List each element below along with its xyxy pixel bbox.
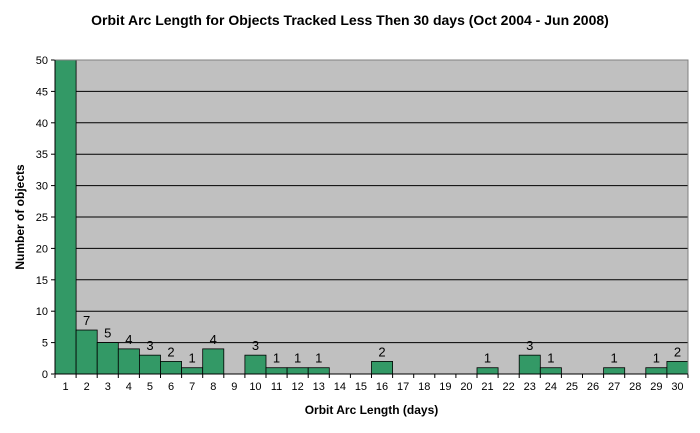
- x-tick-label: 7: [189, 381, 195, 393]
- y-tick-label: 5: [42, 338, 48, 350]
- x-tick-label: 10: [249, 381, 261, 393]
- x-tick-label: 6: [168, 381, 174, 393]
- bar-23: [518, 354, 541, 375]
- x-tick-label: 15: [355, 381, 367, 393]
- x-tick-label: 21: [481, 381, 493, 393]
- data-label-30: 2: [674, 344, 681, 359]
- x-tick-label: 1: [62, 381, 68, 393]
- data-label-11: 1: [273, 351, 280, 366]
- data-label-24: 1: [547, 351, 554, 366]
- data-labels: 75 4 3 2 14 31 1 1 2 131 1 1 2: [83, 313, 681, 366]
- x-tick-label: 26: [587, 381, 599, 393]
- x-tick-label: 20: [460, 381, 472, 393]
- bar-1: [54, 59, 77, 375]
- bar-10: [244, 354, 267, 375]
- bar-3: [96, 342, 119, 375]
- x-tick-label: 25: [566, 381, 578, 393]
- x-tick-label: 22: [503, 381, 515, 393]
- y-tick-label: 0: [42, 369, 48, 381]
- x-tick-label: 8: [210, 381, 216, 393]
- data-label-16: 2: [378, 344, 385, 359]
- data-label-2: 7: [83, 313, 90, 328]
- x-tick-label: 14: [334, 381, 346, 393]
- x-tick-label: 9: [231, 381, 237, 393]
- x-tick-label: 11: [271, 381, 282, 393]
- x-tick-label: 28: [629, 381, 641, 393]
- bar-6: [160, 361, 183, 375]
- x-tick-label: 27: [608, 381, 620, 393]
- bar-13: [307, 367, 330, 375]
- data-label-29: 1: [653, 351, 660, 366]
- data-label-10: 3: [252, 338, 259, 353]
- x-tick-label: 18: [418, 381, 430, 393]
- x-tick-label: 23: [524, 381, 536, 393]
- x-tick-label: 5: [147, 381, 153, 393]
- bar-4: [117, 348, 140, 375]
- y-axis-title: Number of objects: [13, 164, 27, 270]
- data-label-21: 1: [484, 351, 491, 366]
- x-tick-label: 19: [439, 381, 451, 393]
- bar-12: [286, 367, 309, 375]
- y-tick-label: 40: [36, 118, 48, 130]
- x-tick-label: 2: [84, 381, 90, 393]
- data-label-12: 1: [294, 351, 301, 366]
- data-label-27: 1: [611, 351, 618, 366]
- bar-27: [603, 367, 626, 375]
- data-label-4: 4: [125, 332, 132, 347]
- y-tick-label: 25: [36, 212, 48, 224]
- x-tick-label: 30: [671, 381, 683, 393]
- data-label-7: 1: [189, 351, 196, 366]
- chart-title: Orbit Arc Length for Objects Tracked Les…: [91, 12, 609, 28]
- y-tick-label: 30: [36, 181, 48, 193]
- bar-30: [666, 361, 689, 375]
- data-label-3: 5: [104, 326, 111, 341]
- y-tick-label: 35: [36, 149, 48, 161]
- data-label-8: 4: [210, 332, 217, 347]
- bar-11: [265, 367, 288, 375]
- x-tick-label: 3: [105, 381, 111, 393]
- y-tick-label: 10: [36, 306, 48, 318]
- x-tick-label: 16: [376, 381, 388, 393]
- x-tick-label: 4: [126, 381, 132, 393]
- x-axis-title: Orbit Arc Length (days): [305, 403, 439, 417]
- data-label-23: 3: [526, 338, 533, 353]
- bar-7: [181, 367, 204, 375]
- data-label-13: 1: [315, 351, 322, 366]
- bar-5: [138, 354, 161, 375]
- bar-16: [371, 361, 394, 375]
- y-tick-label: 20: [36, 243, 48, 255]
- data-label-6: 2: [167, 344, 174, 359]
- x-tick-label: 12: [292, 381, 304, 393]
- bar-8: [202, 348, 225, 375]
- y-tick-label: 45: [36, 86, 48, 98]
- x-tick-label: 24: [545, 381, 557, 393]
- x-tick-label: 17: [397, 381, 409, 393]
- y-tick-label: 50: [36, 55, 48, 67]
- x-tick-label: 29: [650, 381, 662, 393]
- bar-21: [476, 367, 499, 375]
- bar-29: [645, 367, 668, 375]
- data-label-5: 3: [146, 338, 153, 353]
- x-tick-label: 13: [313, 381, 325, 393]
- bars: [54, 59, 689, 375]
- bar-2: [75, 329, 98, 375]
- y-tick-label: 15: [36, 275, 48, 287]
- bar-24: [539, 367, 562, 375]
